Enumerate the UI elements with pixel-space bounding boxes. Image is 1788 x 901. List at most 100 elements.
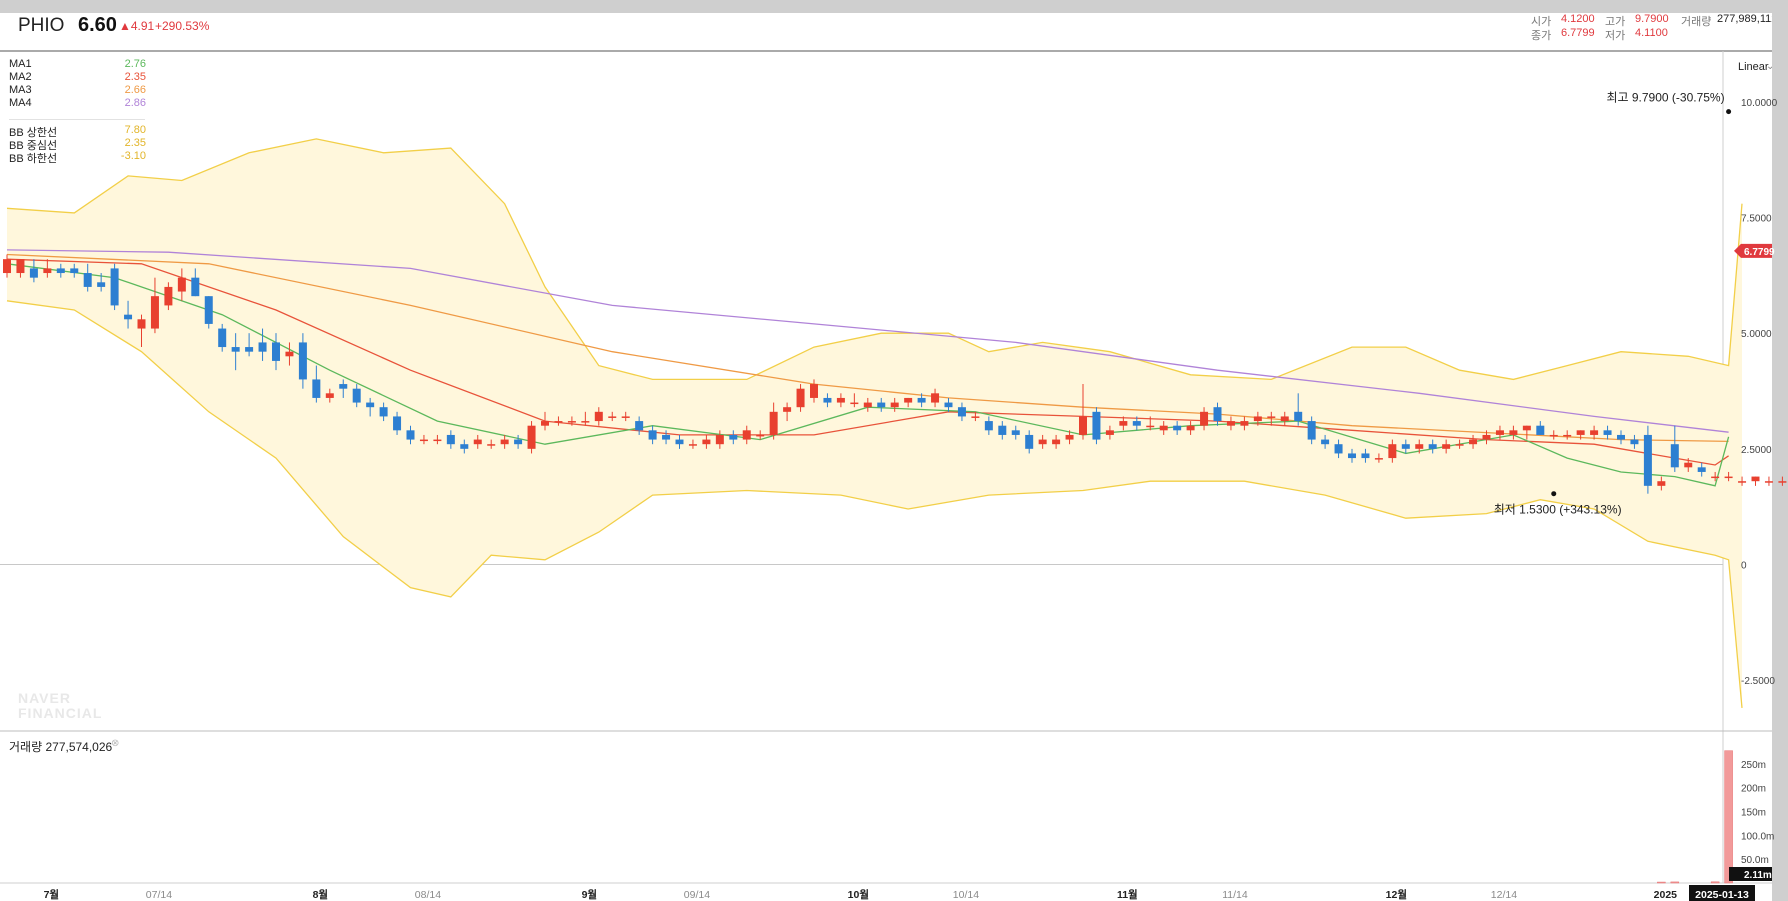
candle <box>823 397 832 403</box>
close-value: 6.7799 <box>1561 27 1595 39</box>
candle <box>124 314 133 320</box>
volume-panel-title: 거래량 <box>9 740 43 754</box>
candle <box>393 416 402 431</box>
candle <box>769 411 778 435</box>
candle <box>1253 416 1262 422</box>
x-tick-label: 12월 <box>1386 888 1407 901</box>
volume-label-top: 거래량 <box>1681 16 1712 28</box>
candle <box>70 268 79 274</box>
last-date-badge <box>1689 885 1755 901</box>
candle <box>1657 481 1666 486</box>
candle <box>944 402 953 408</box>
volume-bar <box>1724 750 1733 884</box>
candle <box>1751 476 1760 482</box>
candle <box>272 342 280 361</box>
ma-line-ma1 <box>6 263 1730 487</box>
candle <box>298 342 307 380</box>
candle <box>1374 458 1383 460</box>
legend-ma1-label: MA1 <box>9 58 32 70</box>
candle <box>1038 439 1047 445</box>
volume-panel-label: 거래량 277,574,026 <box>9 738 112 755</box>
candle <box>1643 434 1652 486</box>
candle <box>742 430 751 440</box>
x-tick-label: 10월 <box>848 888 869 901</box>
candle <box>379 407 388 417</box>
candle <box>1684 462 1693 468</box>
candle <box>406 430 415 440</box>
candle <box>150 296 159 329</box>
candle <box>1307 421 1316 440</box>
x-tick-label: 07/14 <box>146 889 172 901</box>
candle <box>1590 430 1599 435</box>
candle <box>1159 425 1168 431</box>
legend-divider <box>9 119 145 120</box>
volume-bar <box>1710 881 1720 884</box>
candle <box>1052 439 1061 445</box>
candle <box>1482 434 1491 440</box>
candle <box>1240 421 1249 426</box>
candle <box>729 434 738 440</box>
candle <box>1226 421 1235 426</box>
candle <box>796 388 805 408</box>
candle <box>1146 425 1155 428</box>
candle <box>419 439 428 442</box>
low-value: 4.1100 <box>1635 27 1668 39</box>
high-annotation: 최고 9.7900 (-30.75%) <box>1606 91 1724 105</box>
x-tick-label: 12/14 <box>1491 889 1517 901</box>
candle <box>285 351 294 357</box>
candle <box>1536 425 1545 435</box>
volume-tick-label: 50.0m <box>1741 855 1769 866</box>
volume-tick-label: 100.0m <box>1741 831 1774 842</box>
scale-mode-dropdown[interactable]: Linear <box>1738 61 1769 73</box>
candle <box>433 439 442 442</box>
volume-bar <box>1670 881 1680 884</box>
legend-bb-lower-label: BB 하한선 <box>9 153 58 165</box>
x-tick-label: 10/14 <box>953 889 979 901</box>
candle <box>715 434 724 445</box>
candle <box>621 416 630 418</box>
candle <box>1495 430 1504 435</box>
candle <box>890 402 899 408</box>
watermark-line-1: NAVER <box>18 690 71 706</box>
close-icon[interactable]: ⊗ <box>111 738 120 749</box>
candle <box>957 407 966 417</box>
legend-bb-middle-label: BB 중심선 <box>9 140 58 152</box>
current-price: 6.60 <box>78 14 117 36</box>
legend-ma3-value: 2.66 <box>124 84 146 96</box>
price-change: ▲4.91 <box>119 19 155 33</box>
y-tick-label: 0 <box>1741 560 1747 571</box>
legend-ma2-label: MA2 <box>9 71 32 83</box>
candle <box>43 268 52 274</box>
candle <box>1173 425 1182 431</box>
candle <box>554 421 563 423</box>
candle <box>1361 453 1370 459</box>
chevron-down-icon[interactable]: ⌄ <box>1766 61 1772 72</box>
low-label: 저가 <box>1605 30 1626 42</box>
watermark-line-2: FINANCIAL <box>18 705 103 721</box>
candle <box>1388 444 1397 459</box>
candle <box>473 439 482 445</box>
candle <box>756 434 765 437</box>
candle <box>971 416 980 418</box>
last-price-badge <box>1734 243 1772 258</box>
ma-line-ma3 <box>6 253 1729 443</box>
legend-ma1-value: 2.76 <box>124 58 146 70</box>
candle <box>1092 411 1101 440</box>
candle <box>231 347 240 352</box>
candle <box>594 411 603 422</box>
low-point <box>1551 491 1557 497</box>
candle <box>1455 444 1464 446</box>
x-tick-label: 2025 <box>1654 889 1678 901</box>
x-tick-label: 7월 <box>44 888 60 901</box>
x-tick-label: 11/14 <box>1222 889 1248 901</box>
candle <box>836 397 845 403</box>
candle <box>191 277 200 297</box>
candle <box>1778 481 1787 483</box>
candle <box>1401 444 1410 449</box>
candle <box>1079 416 1087 435</box>
candle <box>1563 434 1572 437</box>
candle <box>339 384 348 389</box>
candle <box>863 402 872 408</box>
candle <box>1764 481 1773 483</box>
